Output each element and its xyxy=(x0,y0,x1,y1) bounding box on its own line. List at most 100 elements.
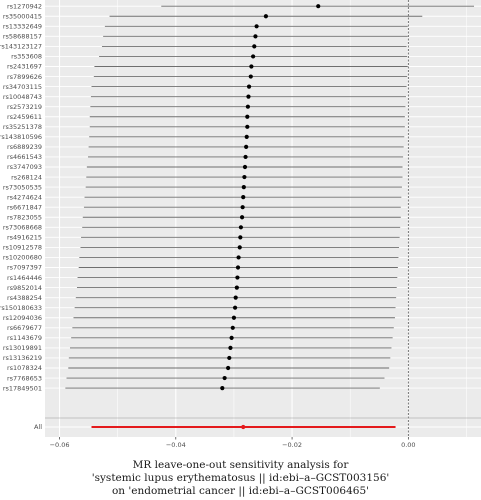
estimate-point xyxy=(235,275,240,280)
snp-label: rs4916215 xyxy=(7,234,42,242)
snp-row: rs1270942 xyxy=(7,2,475,10)
snp-row: rs268124 xyxy=(11,173,403,181)
snp-label: rs58688157 xyxy=(3,33,42,41)
snp-label: rs1078324 xyxy=(7,364,42,372)
pooled-row: All xyxy=(34,423,396,431)
estimate-point xyxy=(243,154,248,160)
snp-label: rs143810596 xyxy=(0,133,42,141)
snp-label: rs2573219 xyxy=(7,103,42,111)
snp-row: rs1464446 xyxy=(7,274,398,282)
snp-row: rs4388254 xyxy=(7,294,397,302)
estimate-point xyxy=(249,64,254,69)
estimate-point xyxy=(238,225,244,230)
snp-row: rs35000415 xyxy=(3,12,423,20)
snp-row: rs34703115 xyxy=(3,83,407,91)
snp-row: rs10200680 xyxy=(3,254,399,262)
snp-label: rs7823055 xyxy=(7,213,42,221)
snp-label: rs17849501 xyxy=(3,384,42,392)
snp-label: rs7097397 xyxy=(7,264,42,272)
snp-row: rs13136219 xyxy=(3,354,391,362)
estimate-point xyxy=(246,94,251,99)
snp-label: rs7899626 xyxy=(7,73,42,81)
estimate-point xyxy=(244,144,249,149)
snp-label: rs10200680 xyxy=(3,254,42,262)
snp-row: rs35251378 xyxy=(3,123,405,131)
snp-row: rs1143679 xyxy=(7,334,393,342)
estimate-point xyxy=(231,315,237,320)
estimate-point xyxy=(241,195,246,200)
snp-label: rs34703115 xyxy=(3,83,42,91)
snp-label: rs4274624 xyxy=(7,193,42,201)
estimate-point xyxy=(235,265,241,270)
snp-row: rs4661543 xyxy=(7,153,404,161)
estimate-point xyxy=(242,164,248,170)
snp-row: rs73050535 xyxy=(3,183,402,191)
snp-label: rs73068668 xyxy=(3,224,42,232)
estimate-point xyxy=(245,124,250,129)
estimate-point xyxy=(246,84,252,89)
x-tick-label: −0.02 xyxy=(282,441,302,449)
estimate-point xyxy=(254,24,259,29)
snp-label: rs13332649 xyxy=(3,23,42,31)
estimate-point xyxy=(233,295,238,300)
estimate-point xyxy=(251,54,256,59)
pooled-label: All xyxy=(34,423,42,431)
estimate-point xyxy=(232,305,238,310)
snp-row: rs58688157 xyxy=(3,33,408,41)
snp-row: rs2431697 xyxy=(7,63,408,71)
snp-label: rs150180633 xyxy=(0,304,42,312)
snp-row: rs6671847 xyxy=(7,203,401,211)
estimate-point xyxy=(238,235,243,240)
snp-row: rs2459611 xyxy=(7,113,405,121)
estimate-point xyxy=(241,185,246,190)
snp-row: rs150180633 xyxy=(0,304,396,312)
estimate-point xyxy=(230,325,235,330)
estimate-point xyxy=(239,215,245,220)
estimate-point xyxy=(248,74,253,79)
caption-line-1: MR leave-one-out sensitivity analysis fo… xyxy=(132,459,349,471)
estimate-point xyxy=(220,386,225,391)
snp-label: rs6679677 xyxy=(7,324,42,332)
estimate-point xyxy=(253,34,258,39)
snp-label: rs353608 xyxy=(11,53,42,61)
snp-row: rs73068668 xyxy=(3,224,401,232)
estimate-point xyxy=(236,255,241,260)
snp-label: rs10912578 xyxy=(3,244,42,252)
snp-row: rs6889239 xyxy=(7,143,404,151)
snp-row: rs7768653 xyxy=(7,374,385,382)
snp-row: rs10048743 xyxy=(3,93,407,101)
estimate-point xyxy=(263,14,269,19)
snp-label: rs3747093 xyxy=(7,163,42,171)
snp-row: rs7823055 xyxy=(7,213,401,221)
snp-row: rs143123127 xyxy=(0,43,407,51)
estimate-point xyxy=(242,174,247,180)
snp-row: rs4916215 xyxy=(7,234,400,242)
snp-row: rs17849501 xyxy=(3,384,380,392)
snp-row: rs6679677 xyxy=(7,324,394,332)
estimate-point xyxy=(228,345,233,350)
snp-label: rs10048743 xyxy=(3,93,42,101)
estimate-point xyxy=(240,205,245,210)
estimate-point xyxy=(245,114,250,119)
snp-label: rs2459611 xyxy=(7,113,42,121)
snp-row: rs13019891 xyxy=(3,344,392,352)
estimate-point xyxy=(252,44,257,49)
snp-label: rs35251378 xyxy=(3,123,42,131)
x-tick-label: −0.04 xyxy=(166,441,186,449)
snp-label: rs2431697 xyxy=(7,63,42,71)
snp-row: rs1078324 xyxy=(7,364,390,372)
snp-row: rs12094036 xyxy=(3,314,395,322)
snp-label: rs4388254 xyxy=(7,294,42,302)
snp-label: rs9852014 xyxy=(7,284,42,292)
snp-row: rs2573219 xyxy=(7,103,406,111)
plot-panel xyxy=(45,0,481,437)
estimate-point xyxy=(227,355,232,361)
estimate-point xyxy=(229,335,234,340)
x-axis: −0.06 −0.04 −0.02 0.00 xyxy=(50,437,416,449)
chart-caption: MR leave-one-out sensitivity analysis fo… xyxy=(0,459,481,498)
snp-row: rs7899626 xyxy=(7,73,408,81)
snp-row: rs4274624 xyxy=(7,193,402,201)
caption-line-2: 'systemic lupus erythematosus || id:ebi–… xyxy=(91,472,390,484)
snp-label: rs143123127 xyxy=(0,43,42,51)
estimate-point xyxy=(316,4,321,9)
